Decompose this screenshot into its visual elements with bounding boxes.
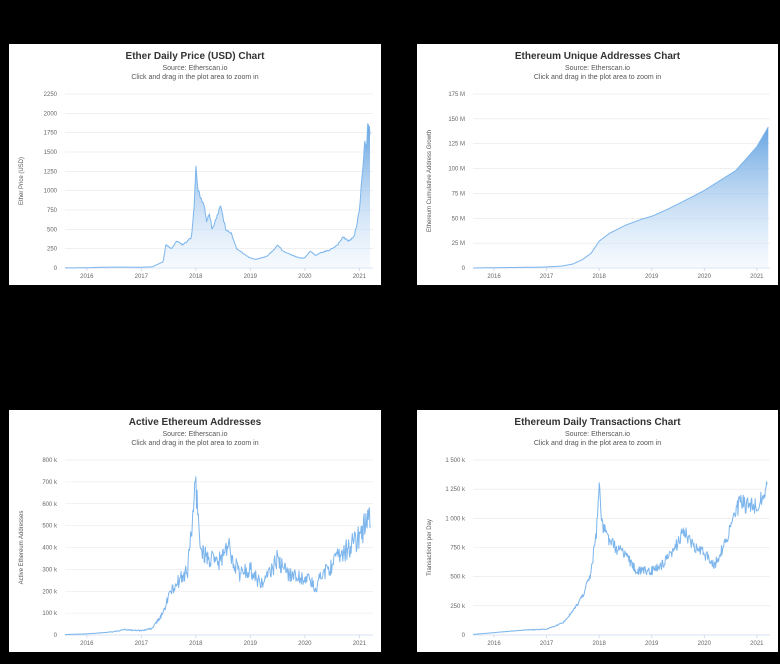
chart-subtitle: Source: Etherscan.io <box>565 65 630 72</box>
y-tick-label: 1250 <box>44 169 58 175</box>
x-tick-label: 2020 <box>698 641 712 647</box>
chart-zoom-hint: Click and drag in the plot area to zoom … <box>131 74 258 81</box>
y-tick-label: 500 <box>47 227 58 233</box>
chart-subtitle: Source: Etherscan.io <box>163 431 228 438</box>
series-line <box>65 123 371 269</box>
x-tick-label: 2016 <box>487 274 501 280</box>
y-tick-label: 250 k <box>450 604 466 610</box>
y-tick-label: 750 k <box>450 546 466 552</box>
x-tick-label: 2021 <box>353 274 367 280</box>
x-tick-label: 2019 <box>244 641 258 647</box>
y-tick-label: 50 M <box>452 216 465 222</box>
x-tick-label: 2017 <box>135 274 149 280</box>
y-tick-label: 1000 <box>44 189 58 195</box>
transactions-chart[interactable]: Ethereum Daily Transactions Chart Source:… <box>417 410 778 652</box>
y-tick-label: 2250 <box>44 92 58 98</box>
y-tick-label: 0 <box>54 266 58 272</box>
chart-zoom-hint: Click and drag in the plot area to zoom … <box>534 74 661 81</box>
x-tick-label: 2020 <box>698 274 712 280</box>
x-tick-label: 2016 <box>487 641 501 647</box>
y-tick-label: 500 k <box>450 575 466 581</box>
chart-title: Active Ethereum Addresses <box>129 417 262 428</box>
y-tick-label: 0 <box>462 633 466 639</box>
price-chart-panel[interactable]: Ether Daily Price (USD) Chart Source: Eth… <box>9 44 381 285</box>
y-tick-label: 100 k <box>42 611 58 617</box>
x-tick-label: 2016 <box>80 641 94 647</box>
y-tick-label: 800 k <box>42 458 58 464</box>
x-tick-label: 2017 <box>540 274 554 280</box>
x-tick-label: 2017 <box>540 641 554 647</box>
y-tick-label: 75 M <box>452 191 465 197</box>
y-tick-label: 1 500 k <box>445 458 466 464</box>
x-tick-label: 2021 <box>353 641 367 647</box>
x-tick-label: 2021 <box>750 641 764 647</box>
series-line <box>65 476 371 636</box>
y-tick-label: 400 k <box>42 546 58 552</box>
y-tick-label: 300 k <box>42 567 58 573</box>
chart-subtitle: Source: Etherscan.io <box>565 431 630 438</box>
y-tick-label: 25 M <box>452 241 465 247</box>
y-tick-label: 1500 <box>44 150 58 156</box>
price-chart[interactable]: Ether Daily Price (USD) Chart Source: Eth… <box>9 44 381 285</box>
x-tick-label: 2018 <box>189 641 203 647</box>
chart-title: Ethereum Daily Transactions Chart <box>514 417 681 428</box>
chart-title: Ethereum Unique Addresses Chart <box>515 51 681 62</box>
active-addresses-chart[interactable]: Active Ethereum Addresses Source: Ethersc… <box>9 410 381 652</box>
y-tick-label: 200 k <box>42 589 58 595</box>
y-tick-label: 0 <box>54 633 58 639</box>
y-axis-label: Active Ethereum Addresses <box>19 511 25 585</box>
y-tick-label: 175 M <box>448 92 465 98</box>
y-tick-label: 500 k <box>42 524 58 530</box>
y-tick-label: 250 <box>47 247 58 253</box>
series-area <box>473 127 769 268</box>
series-line <box>473 126 769 269</box>
x-tick-label: 2019 <box>645 641 659 647</box>
x-tick-label: 2017 <box>135 641 149 647</box>
y-axis-label: Transactions per Day <box>427 519 433 576</box>
y-tick-label: 100 M <box>448 167 465 173</box>
x-tick-label: 2018 <box>189 274 203 280</box>
y-axis-label: Ethereum Cumulative Address Growth <box>427 130 433 232</box>
y-tick-label: 1750 <box>44 131 58 137</box>
x-tick-label: 2021 <box>750 274 764 280</box>
chart-title: Ether Daily Price (USD) Chart <box>126 51 266 62</box>
y-tick-label: 1 250 k <box>445 487 466 493</box>
unique-addresses-chart-panel[interactable]: Ethereum Unique Addresses Chart Source: E… <box>417 44 778 285</box>
transactions-chart-panel[interactable]: Ethereum Daily Transactions Chart Source:… <box>417 410 778 652</box>
y-tick-label: 0 <box>462 266 466 272</box>
x-tick-label: 2020 <box>298 641 312 647</box>
y-tick-label: 1 000 k <box>445 516 466 522</box>
y-tick-label: 2000 <box>44 111 58 117</box>
y-tick-label: 750 <box>47 208 58 214</box>
series-line <box>472 481 768 635</box>
chart-zoom-hint: Click and drag in the plot area to zoom … <box>131 440 258 447</box>
y-tick-label: 150 M <box>448 117 465 123</box>
chart-subtitle: Source: Etherscan.io <box>163 65 228 72</box>
y-tick-label: 700 k <box>42 480 58 486</box>
y-tick-label: 600 k <box>42 502 58 508</box>
x-tick-label: 2019 <box>244 274 258 280</box>
y-tick-label: 125 M <box>448 142 465 148</box>
x-tick-label: 2018 <box>592 274 606 280</box>
x-tick-label: 2016 <box>80 274 94 280</box>
x-tick-label: 2019 <box>645 274 659 280</box>
x-tick-label: 2020 <box>298 274 312 280</box>
series-area <box>65 123 370 268</box>
active-addresses-chart-panel[interactable]: Active Ethereum Addresses Source: Ethersc… <box>9 410 381 652</box>
x-tick-label: 2018 <box>592 641 606 647</box>
y-axis-label: Ether Price (USD) <box>19 157 25 205</box>
chart-zoom-hint: Click and drag in the plot area to zoom … <box>534 440 661 447</box>
unique-addresses-chart[interactable]: Ethereum Unique Addresses Chart Source: E… <box>417 44 778 285</box>
